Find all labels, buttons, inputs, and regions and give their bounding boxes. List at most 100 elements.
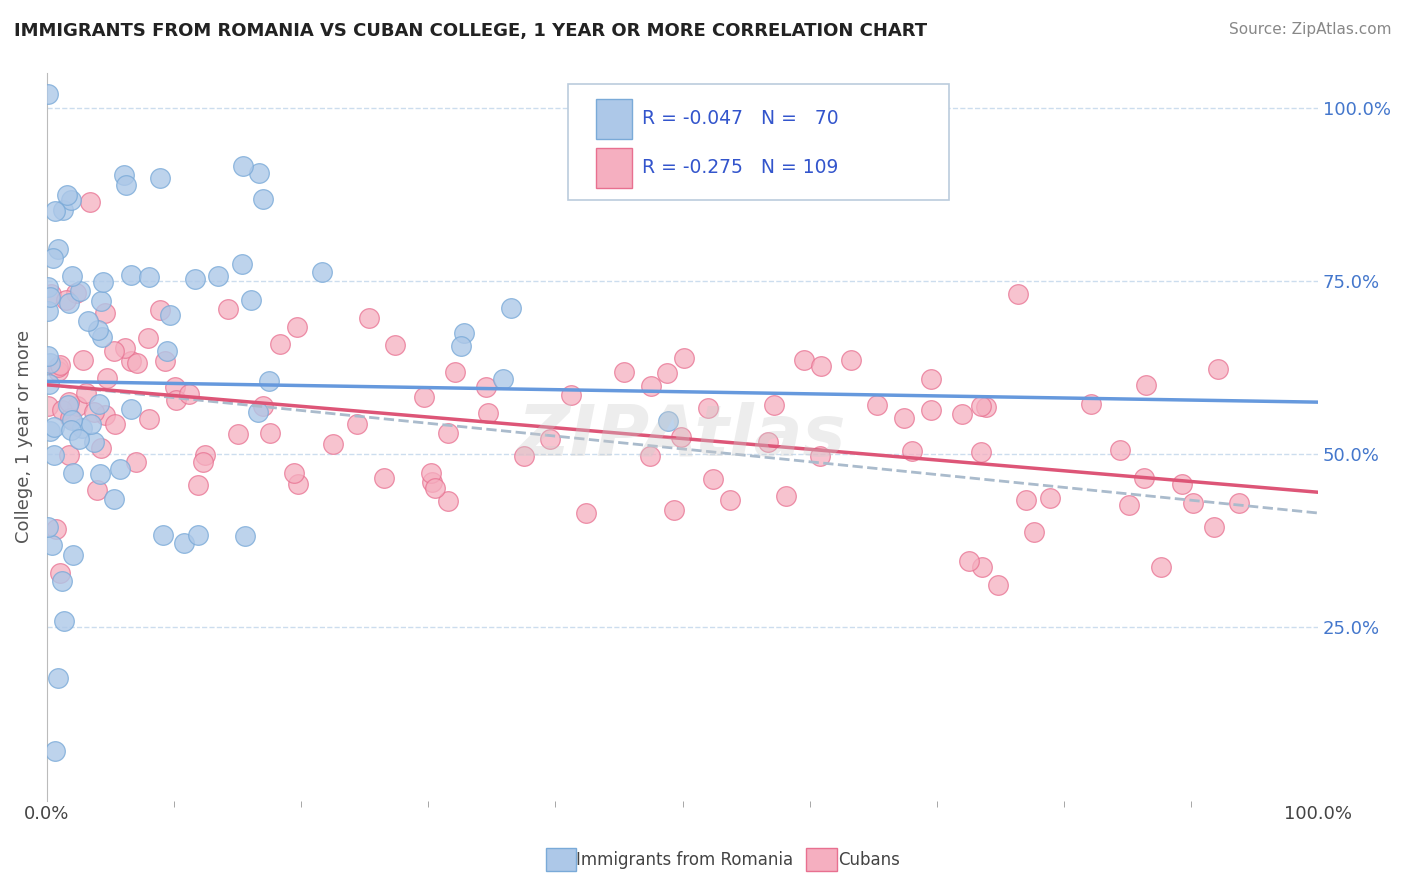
Point <box>235 528 257 542</box>
Point <box>1135 378 1157 392</box>
Point <box>83 405 105 419</box>
Point <box>810 359 832 373</box>
Point <box>866 398 889 412</box>
Point <box>259 425 281 440</box>
Point <box>1014 493 1036 508</box>
Point <box>437 426 460 441</box>
Point <box>62 467 84 481</box>
Text: Cubans: Cubans <box>838 851 900 869</box>
Point <box>112 168 135 182</box>
Point <box>287 476 309 491</box>
Point <box>159 308 181 322</box>
Point <box>970 444 993 458</box>
Point <box>149 302 172 317</box>
Point <box>156 343 179 358</box>
Point <box>702 472 724 486</box>
Bar <box>596 147 631 187</box>
Point <box>1182 496 1205 510</box>
Point <box>41 539 63 553</box>
Point <box>58 449 80 463</box>
Point <box>187 527 209 541</box>
Point <box>41 252 63 266</box>
Point <box>173 535 195 549</box>
Point <box>152 528 174 542</box>
Point <box>138 412 160 426</box>
Point <box>669 429 692 443</box>
Point <box>120 268 142 282</box>
Point <box>499 301 522 316</box>
Point <box>67 432 90 446</box>
Point <box>51 402 73 417</box>
Point <box>65 286 87 301</box>
Point <box>972 560 994 574</box>
Point <box>45 522 67 536</box>
Point <box>104 417 127 431</box>
Bar <box>596 99 631 139</box>
Text: ZIPAtlas: ZIPAtlas <box>519 402 846 471</box>
Point <box>1227 496 1250 510</box>
Point <box>83 434 105 449</box>
Point <box>1133 471 1156 485</box>
Point <box>184 271 207 285</box>
Point <box>477 407 499 421</box>
Point <box>103 343 125 358</box>
Point <box>44 744 66 758</box>
Point <box>444 365 467 379</box>
Point <box>987 577 1010 591</box>
Point <box>59 193 82 207</box>
Point <box>44 449 66 463</box>
Point <box>475 380 498 394</box>
Point <box>194 449 217 463</box>
Point <box>46 671 69 685</box>
Point <box>177 386 200 401</box>
Point <box>357 311 380 326</box>
Point <box>657 366 679 380</box>
Point <box>1150 560 1173 574</box>
Point <box>893 411 915 425</box>
Point <box>217 301 239 316</box>
Point <box>285 319 308 334</box>
FancyBboxPatch shape <box>568 84 949 201</box>
Point <box>37 520 59 534</box>
Point <box>207 269 229 284</box>
Point <box>138 270 160 285</box>
Point <box>90 442 112 456</box>
Point <box>1022 524 1045 539</box>
Point <box>920 402 942 417</box>
Point <box>538 433 561 447</box>
Point <box>247 166 270 180</box>
Point <box>115 178 138 192</box>
Text: R = -0.047   N =   70: R = -0.047 N = 70 <box>641 110 838 128</box>
Point <box>62 413 84 427</box>
Point <box>974 400 997 414</box>
Point <box>55 293 77 307</box>
Point <box>187 478 209 492</box>
Point <box>901 444 924 458</box>
Point <box>87 323 110 337</box>
Point <box>56 398 79 412</box>
Point <box>613 365 636 379</box>
Point <box>46 242 69 256</box>
Point <box>37 349 59 363</box>
Point <box>1118 498 1140 512</box>
Point <box>453 326 475 341</box>
Text: Immigrants from Romania: Immigrants from Romania <box>576 851 793 869</box>
Point <box>90 294 112 309</box>
Point <box>673 351 696 366</box>
Point <box>775 489 797 503</box>
Point <box>48 566 70 581</box>
Point <box>79 195 101 210</box>
Point <box>697 401 720 415</box>
Point <box>763 398 786 412</box>
Point <box>120 402 142 417</box>
Point <box>560 388 582 402</box>
Point <box>136 331 159 345</box>
Point <box>37 399 59 413</box>
Point <box>114 341 136 355</box>
Point <box>91 276 114 290</box>
Point <box>46 360 69 375</box>
Point <box>492 372 515 386</box>
Point <box>638 449 661 463</box>
Point <box>96 371 118 385</box>
Text: R = -0.275   N = 109: R = -0.275 N = 109 <box>641 158 838 178</box>
